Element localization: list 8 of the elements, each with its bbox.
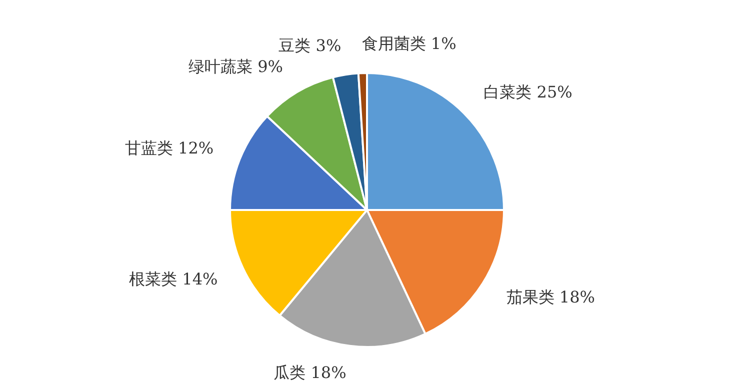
slice-label: 豆类 3% [278,36,342,56]
slice-label: 甘蓝类 12% [124,138,214,158]
slice-label: 白菜类 25% [484,82,572,102]
slice-label: 绿叶蔬菜 9% [188,57,284,76]
slice-label: 瓜类 18% [274,362,346,382]
slice-label: 根菜类 14% [129,269,218,288]
slice-label: 茄果类 18% [506,288,595,307]
slice-label: 食用菌类 1% [362,34,456,54]
